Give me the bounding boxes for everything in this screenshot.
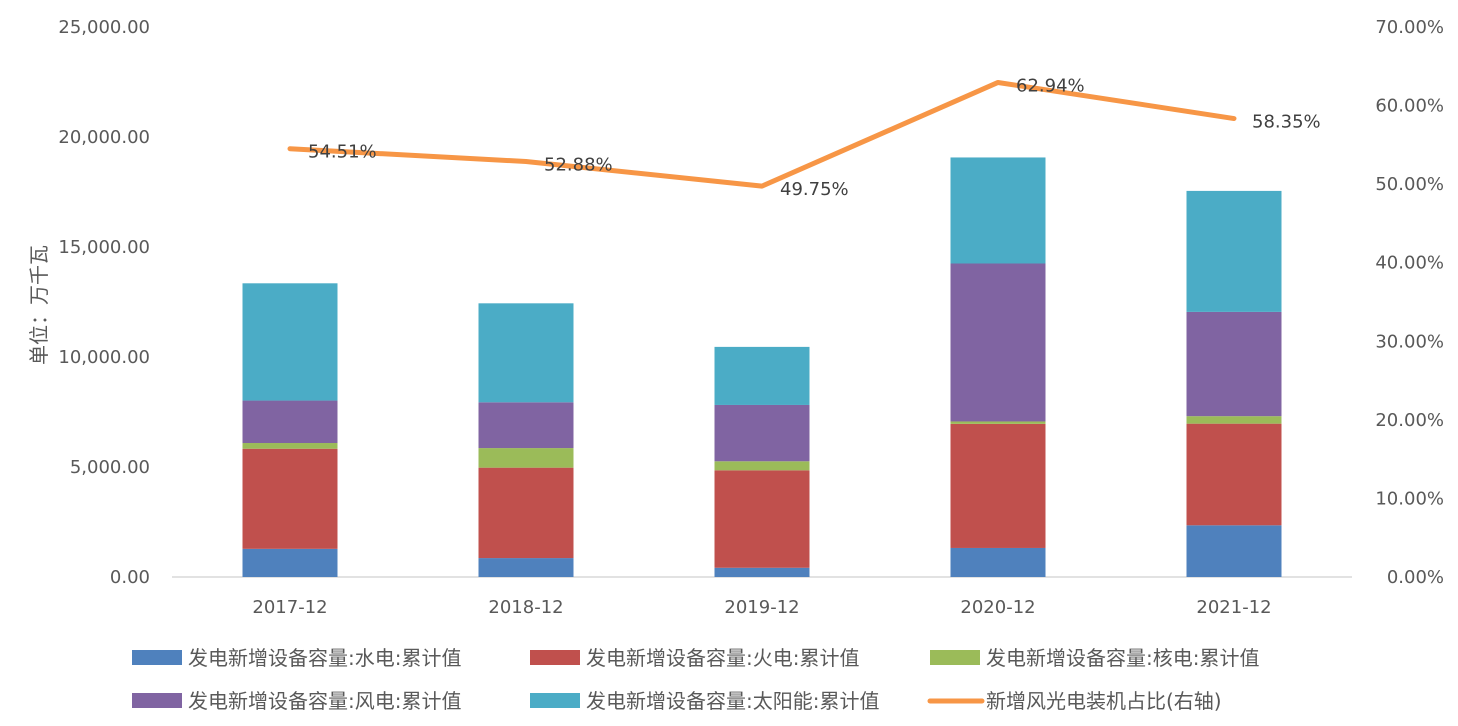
legend-swatch — [530, 650, 580, 665]
bar-segment — [714, 567, 810, 577]
legend-swatch — [132, 650, 182, 665]
ratio-data-label: 49.75% — [780, 179, 849, 200]
bar-segment — [714, 461, 810, 471]
ratio-line-group: 54.51% 52.88% 49.75% 62.94% 58.35% — [287, 75, 1321, 200]
legend: 发电新增设备容量:水电:累计值 发电新增设备容量:火电:累计值 发电新增设备容量:核… — [132, 646, 1259, 713]
bar-segment — [950, 421, 1046, 424]
y2-tick-label: 0.00% — [1387, 567, 1444, 588]
legend-item: 发电新增设备容量:水电:累计值 — [132, 646, 461, 670]
bar-segment — [1186, 311, 1282, 417]
legend-swatch — [930, 650, 980, 665]
bar-segment — [1186, 423, 1282, 526]
y2-tick-label: 70.00% — [1375, 17, 1444, 38]
legend-label: 发电新增设备容量:核电:累计值 — [986, 646, 1259, 670]
legend-swatch — [132, 693, 182, 708]
left-axis-ticks: 0.00 5,000.00 10,000.00 15,000.00 20,000.00 2… — [58, 17, 150, 588]
bar-segment — [478, 448, 574, 468]
legend-swatch — [530, 693, 580, 708]
bar-segment — [950, 263, 1046, 422]
y2-tick-label: 30.00% — [1375, 331, 1444, 352]
y2-tick-label: 20.00% — [1375, 410, 1444, 431]
y2-tick-label: 10.00% — [1375, 488, 1444, 509]
legend-label: 发电新增设备容量:火电:累计值 — [586, 646, 859, 670]
bar-segment — [242, 448, 338, 549]
bar-segment — [478, 303, 574, 403]
legend-item: 发电新增设备容量:太阳能:累计值 — [530, 689, 879, 713]
bar-segment — [714, 470, 810, 568]
bar-segment — [478, 467, 574, 559]
bar-segment — [242, 443, 338, 449]
ratio-line — [287, 79, 1237, 189]
x-tick-label: 2017-12 — [252, 597, 327, 618]
x-tick-label: 2018-12 — [488, 597, 563, 618]
y-axis-title: 单位：万千瓦 — [27, 245, 51, 365]
x-tick-label: 2021-12 — [1196, 597, 1271, 618]
legend-label: 发电新增设备容量:水电:累计值 — [188, 646, 461, 670]
y-tick-label: 10,000.00 — [58, 347, 150, 368]
ratio-data-label: 52.88% — [544, 155, 613, 176]
x-tick-label: 2019-12 — [724, 597, 799, 618]
legend-label: 发电新增设备容量:太阳能:累计值 — [586, 689, 879, 713]
legend-label: 发电新增设备容量:风电:累计值 — [188, 689, 461, 713]
legend-item: 新增风光电装机占比(右轴) — [927, 689, 1222, 713]
bar-segment — [242, 283, 338, 401]
x-axis-ticks: 2017-12 2018-12 2019-12 2020-12 2021-12 — [252, 597, 1271, 618]
legend-item: 发电新增设备容量:火电:累计值 — [530, 646, 859, 670]
legend-item: 发电新增设备容量:核电:累计值 — [930, 646, 1259, 670]
legend-label: 新增风光电装机占比(右轴) — [986, 689, 1222, 713]
bar-segment — [1186, 190, 1282, 312]
y-tick-label: 25,000.00 — [58, 17, 150, 38]
legend-item: 发电新增设备容量:风电:累计值 — [132, 689, 461, 713]
bar-segment — [242, 400, 338, 444]
y2-tick-label: 40.00% — [1375, 253, 1444, 274]
y-tick-label: 5,000.00 — [70, 457, 150, 478]
bar-segment — [478, 558, 574, 577]
y-tick-label: 15,000.00 — [58, 237, 150, 258]
bar-segment — [950, 547, 1046, 577]
x-tick-label: 2020-12 — [960, 597, 1035, 618]
y-tick-label: 0.00 — [110, 567, 150, 588]
y2-tick-label: 50.00% — [1375, 174, 1444, 195]
y-tick-label: 20,000.00 — [58, 127, 150, 148]
ratio-data-label: 54.51% — [308, 142, 377, 163]
ratio-data-label: 58.35% — [1252, 112, 1321, 133]
bar-segment — [714, 404, 810, 462]
bar-segment — [478, 402, 574, 449]
bar-segment — [714, 346, 810, 405]
bar-segment — [1186, 416, 1282, 424]
bar-segment — [950, 157, 1046, 264]
ratio-data-label: 62.94% — [1016, 75, 1085, 96]
bar-segment — [1186, 525, 1282, 577]
right-axis-ticks: 0.00% 10.00% 20.00% 30.00% 40.00% 50.00% 60.00… — [1375, 17, 1444, 588]
y2-tick-label: 60.00% — [1375, 96, 1444, 117]
bar-segment — [242, 548, 338, 577]
bars-group — [242, 157, 1282, 577]
bar-segment — [950, 423, 1046, 548]
